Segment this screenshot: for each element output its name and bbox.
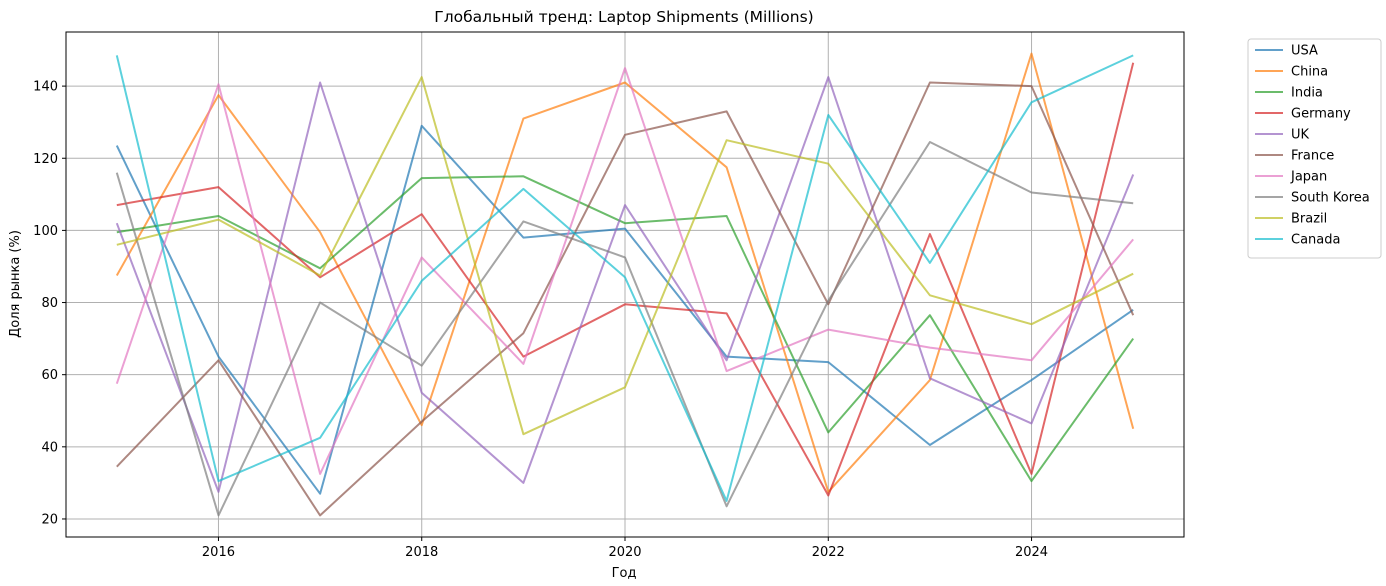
y-axis-ticks: 20 40 60 80 100 120 140 (33, 80, 66, 527)
x-axis-ticks: 2016 2018 2020 2022 2024 (202, 537, 1048, 560)
legend-label: Brazil (1291, 212, 1327, 227)
legend-label: India (1291, 86, 1323, 101)
legend-label: South Korea (1291, 191, 1370, 206)
legend-item-uk: UK (1255, 128, 1310, 143)
legend-item-france: France (1255, 149, 1334, 164)
series-line-india (116, 175, 1135, 483)
grid (66, 32, 1184, 537)
legend-item-india: India (1255, 86, 1323, 101)
chart-title: Глобальный тренд: Laptop Shipments (Mill… (434, 8, 813, 26)
series-line-usa (115, 124, 1134, 495)
legend-label: UK (1291, 128, 1310, 143)
legend-items: USA China India Germany UK France Japan South K… (1255, 44, 1370, 248)
legend-label: USA (1291, 44, 1318, 59)
x-tick-label: 2024 (1015, 545, 1048, 560)
y-tick-label: 60 (41, 368, 58, 383)
x-tick-label: 2016 (202, 545, 235, 560)
series-line-south-korea (115, 141, 1134, 517)
y-tick-label: 140 (33, 80, 58, 95)
y-tick-label: 120 (33, 152, 58, 167)
y-tick-label: 40 (41, 440, 58, 455)
legend-label: Canada (1291, 233, 1340, 248)
legend-item-canada: Canada (1255, 233, 1340, 248)
x-tick-label: 2020 (608, 545, 641, 560)
y-tick-label: 100 (33, 224, 58, 239)
x-axis-title: Год (612, 566, 637, 581)
series-line-uk (115, 76, 1135, 493)
x-tick-label: 2022 (812, 545, 845, 560)
series-line-germany (116, 62, 1135, 497)
legend-label: Germany (1291, 107, 1351, 122)
legend-label: Japan (1290, 170, 1327, 185)
legend-box (1247, 38, 1382, 259)
series-line-france (116, 81, 1135, 517)
legend-item-germany: Germany (1255, 107, 1351, 122)
series-line-canada (115, 54, 1134, 502)
y-axis-title: Доля рынка (%) (8, 230, 23, 338)
legend-item-japan: Japan (1255, 170, 1327, 185)
legend-item-china: China (1255, 65, 1328, 80)
legend-item-brazil: Brazil (1255, 212, 1327, 227)
legend-item-usa: USA (1255, 44, 1318, 59)
y-tick-label: 20 (41, 512, 58, 527)
series-line-japan (115, 67, 1134, 475)
series-lines (115, 52, 1135, 517)
x-tick-label: 2018 (405, 545, 438, 560)
legend-label: France (1291, 149, 1334, 164)
series-line-brazil (116, 76, 1134, 436)
y-tick-label: 80 (41, 296, 58, 311)
legend: USA China India Germany UK France Japan South K… (1247, 38, 1382, 259)
series-line-china (115, 52, 1135, 493)
legend-item-south-korea: South Korea (1255, 191, 1370, 206)
legend-label: China (1291, 65, 1328, 80)
